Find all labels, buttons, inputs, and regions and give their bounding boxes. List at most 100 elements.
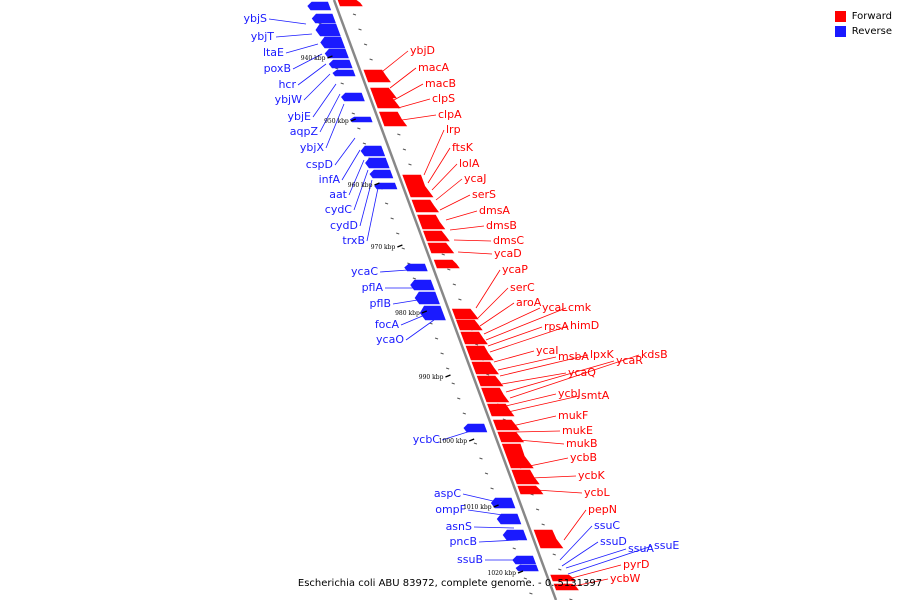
forward-gene-label: ycaI xyxy=(536,344,559,357)
forward-gene-feature xyxy=(363,69,391,83)
axis-dot xyxy=(457,397,461,400)
forward-gene-label: clpS xyxy=(432,92,455,105)
forward-gene-label: ftsK xyxy=(452,141,474,154)
forward-leader-line xyxy=(531,475,577,479)
forward-gene-label: ycaQ xyxy=(568,366,596,379)
forward-gene-label: rpsA xyxy=(544,320,569,333)
reverse-leader-line xyxy=(405,319,435,341)
axis-dot xyxy=(412,277,417,280)
forward-gene-feature xyxy=(492,419,520,431)
axis-dot xyxy=(446,367,450,370)
forward-gene-feature xyxy=(497,431,525,443)
axis-dot xyxy=(390,217,394,220)
reverse-gene-label: ltaE xyxy=(263,46,284,59)
reverse-gene-label: ybjX xyxy=(300,141,325,154)
reverse-gene-feature xyxy=(320,36,346,49)
axis-dot xyxy=(523,577,528,580)
forward-leader-line xyxy=(507,395,580,413)
reverse-gene-label: ssuD xyxy=(600,535,627,548)
forward-leader-line xyxy=(499,354,589,377)
tick-mark xyxy=(374,182,380,186)
reverse-swatch xyxy=(834,26,846,37)
gene-features xyxy=(307,0,579,591)
forward-leader-line xyxy=(397,98,431,109)
axis-dot xyxy=(397,133,401,136)
reverse-gene-label: poxB xyxy=(264,62,291,75)
forward-gene-label: kdsB xyxy=(641,348,668,361)
tick-mark xyxy=(517,570,524,574)
forward-gene-label: mukF xyxy=(558,409,588,422)
reverse-leader-line xyxy=(392,297,431,305)
tick-label: 1000 kbp xyxy=(439,438,468,445)
reverse-gene-feature xyxy=(324,48,349,59)
forward-gene-label: serC xyxy=(510,281,535,294)
forward-leader-line xyxy=(511,415,557,427)
forward-gene-label: msbA xyxy=(558,350,589,363)
axis-ticks: 940 kbp 950 kbp 960 kbp 970 kbp 980 kbp 990 k… xyxy=(301,55,524,577)
forward-gene-feature xyxy=(373,97,401,109)
forward-leader-line xyxy=(501,372,567,385)
reverse-gene-label: ssuC xyxy=(594,519,620,532)
reverse-gene-label: cydC xyxy=(325,203,353,216)
forward-leader-line xyxy=(453,239,492,242)
forward-gene-feature xyxy=(427,242,455,254)
reverse-gene-label: infA xyxy=(319,173,341,186)
forward-leader-line xyxy=(377,50,409,76)
axis-dot xyxy=(451,382,455,385)
reverse-leader-line xyxy=(467,509,511,517)
reverse-leader-line xyxy=(400,311,433,326)
axis-dot xyxy=(396,232,400,235)
axis-dot xyxy=(440,352,444,355)
reverse-gene-feature xyxy=(341,92,365,102)
forward-gene-label: ycbB xyxy=(570,451,597,464)
forward-gene-label: ycbW xyxy=(610,572,641,585)
forward-gene-label: ycaJ xyxy=(464,172,487,185)
axis-dot xyxy=(479,457,483,460)
axis-dot xyxy=(529,592,533,595)
forward-gene-label: himD xyxy=(570,319,599,332)
forward-gene-label: ycbK xyxy=(578,469,606,482)
label-leader-lines xyxy=(268,18,653,587)
reverse-leader-line xyxy=(379,269,409,273)
reverse-gene-label: aat xyxy=(329,188,347,201)
tick-label: 1020 kbp xyxy=(488,570,517,577)
forward-gene-feature xyxy=(402,174,434,198)
forward-leader-line xyxy=(505,360,615,393)
reverse-gene-label: ssuE xyxy=(654,539,679,552)
reverse-gene-feature xyxy=(419,305,446,321)
axis-dot xyxy=(447,268,451,271)
forward-gene-feature xyxy=(451,308,479,320)
reverse-leader-line xyxy=(292,53,323,70)
forward-leader-line xyxy=(497,356,557,371)
reverse-gene-label: ycaO xyxy=(376,333,404,346)
forward-gene-feature xyxy=(550,574,576,582)
reverse-leader-line xyxy=(565,548,627,569)
reverse-leader-line xyxy=(325,103,345,149)
axis-dot xyxy=(401,247,405,250)
tick-mark xyxy=(350,118,357,122)
axis-dot xyxy=(552,553,556,556)
forward-gene-feature xyxy=(465,345,494,361)
reverse-leader-line xyxy=(334,137,356,166)
forward-leader-line xyxy=(517,439,565,445)
forward-gene-label: mukE xyxy=(562,424,593,437)
legend: Forward Reverse xyxy=(834,9,892,39)
reverse-gene-feature xyxy=(515,564,539,572)
reverse-leader-line xyxy=(285,43,319,54)
tick-label: 970 kbp xyxy=(371,244,396,251)
reverse-gene-feature xyxy=(328,59,353,69)
forward-gene-label: pepN xyxy=(588,503,617,516)
reverse-leader-line xyxy=(559,525,593,561)
legend-forward-label: Forward xyxy=(851,11,892,22)
legend-forward: Forward xyxy=(834,9,892,24)
reverse-gene-feature xyxy=(404,263,428,272)
forward-gene-label: ycaD xyxy=(494,247,522,260)
tick-mark xyxy=(421,310,428,314)
axis-dot xyxy=(484,472,489,475)
reverse-gene-label: hcr xyxy=(278,78,296,91)
forward-leader-line xyxy=(393,83,424,101)
forward-gene-label: dmsC xyxy=(493,234,524,247)
axis-dot xyxy=(352,13,357,16)
reverse-leader-line xyxy=(462,493,507,505)
forward-leader-line xyxy=(479,302,515,327)
